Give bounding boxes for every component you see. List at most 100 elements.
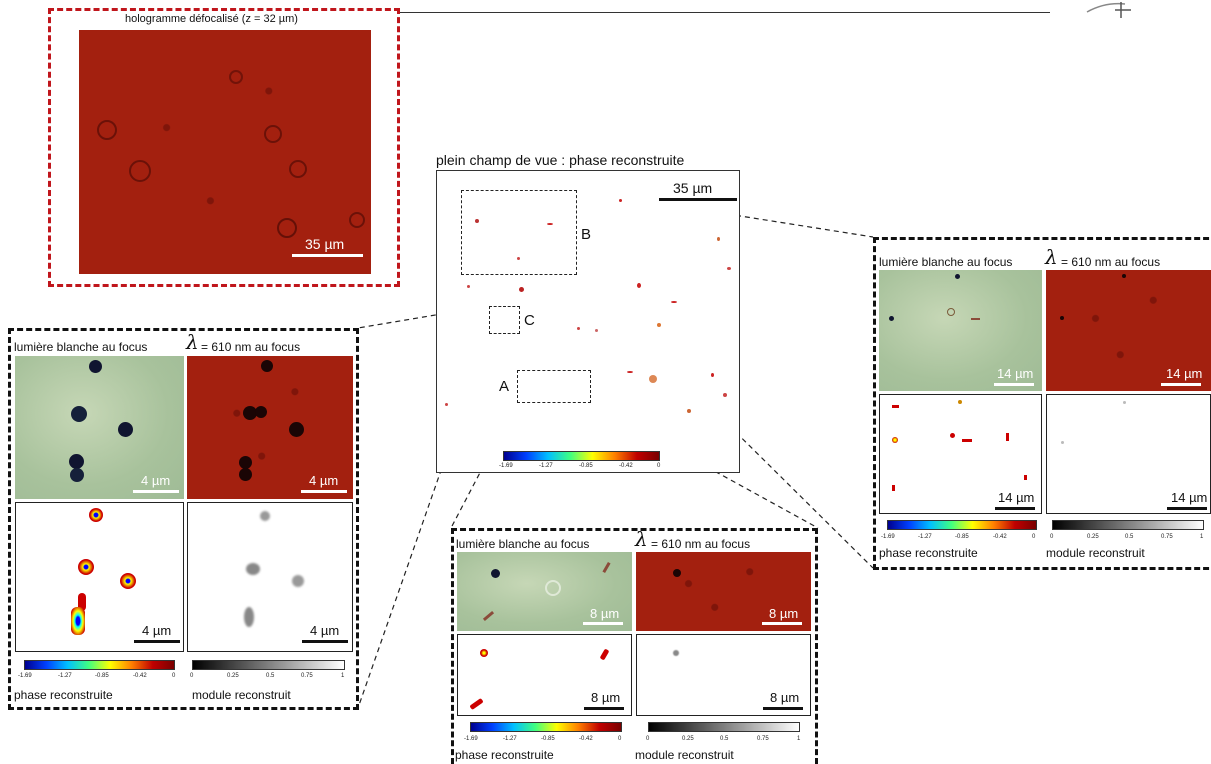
panel-c-scalebar-top-left-label: 4 µm — [141, 473, 171, 488]
panel-c-phase-tick: -1.69 — [18, 673, 32, 679]
hologram-ring — [229, 70, 243, 84]
panel-c-lambda-symbol: λ — [186, 330, 199, 354]
panel-a-brightfield-image: 8 µm — [457, 552, 632, 631]
panel-b-module-tick: 0.5 — [1125, 534, 1134, 540]
cell — [602, 561, 611, 574]
panel-a-scalebar-bottom-right — [763, 707, 803, 710]
panel-c-module-colorbar — [192, 660, 345, 670]
panel-c-phase-tick: -0.42 — [133, 673, 147, 679]
cell — [69, 454, 84, 469]
panel-a-phase-label: phase reconstruite — [455, 748, 554, 762]
cell — [595, 329, 598, 332]
panel-b-phase-tick: -1.69 — [881, 534, 895, 540]
cell — [260, 511, 270, 521]
cell — [519, 287, 524, 292]
cell — [469, 697, 484, 711]
cell — [244, 607, 254, 627]
panel-a-module-tick: 0.5 — [720, 736, 729, 742]
panel-a-610nm-image: 8 µm — [636, 552, 811, 631]
header-logo-fragment — [1086, 2, 1131, 18]
cell — [70, 468, 84, 482]
panel-c-scalebar-bottom-right — [302, 640, 348, 643]
cell — [289, 422, 304, 437]
panel-b-phase-tick: -0.42 — [993, 534, 1007, 540]
panel-a-phase-colorbar — [470, 722, 622, 732]
main-panel-frame: 35 µm B C A -1.69 -1.27 -0.85 -0.42 0 — [436, 170, 740, 473]
panel-a-scalebar-bottom-left — [584, 707, 624, 710]
panel-c-module-tick: 0.25 — [227, 673, 239, 679]
panel-b-phase-tick: -0.85 — [955, 534, 969, 540]
cell — [292, 575, 304, 587]
panel-a-module-image: 8 µm — [636, 634, 811, 716]
cell — [480, 649, 488, 657]
panel-b-scalebar-top-left — [994, 383, 1034, 386]
panel-b-scalebar-bottom-right — [1167, 507, 1207, 510]
panel-b-scalebar-top-left-label: 14 µm — [997, 366, 1034, 381]
cell — [243, 406, 257, 420]
main-colorbar-tick: -1.27 — [539, 463, 553, 469]
panel-b-module-tick: 0.25 — [1087, 534, 1099, 540]
main-scalebar-label: 35 µm — [673, 180, 713, 196]
panel-b-scalebar-top-right-label: 14 µm — [1166, 366, 1203, 381]
cell — [1123, 401, 1126, 404]
panel-a-scalebar-top-right-label: 8 µm — [769, 606, 799, 621]
main-colorbar-tick: 0 — [657, 463, 661, 469]
panel-b-lambda-symbol: λ — [1045, 245, 1058, 269]
panel-a-phase-tick: -0.42 — [579, 736, 593, 742]
cell — [950, 433, 955, 438]
cell — [637, 283, 641, 288]
cell — [239, 468, 252, 481]
cell — [78, 593, 86, 611]
page-header-rule — [400, 12, 1050, 13]
cell — [649, 375, 657, 383]
panel-c-phase-image: 4 µm — [15, 502, 184, 652]
panel-b-module-tick: 0.75 — [1161, 534, 1173, 540]
panel-a-module-tick: 0.25 — [682, 736, 694, 742]
panel-c-scalebar-bottom-left-label: 4 µm — [142, 623, 172, 638]
hologram-ring — [289, 160, 307, 178]
panel-c-phase-tick: 0 — [172, 673, 176, 679]
panel-c-module-tick: 0.5 — [266, 673, 275, 679]
cell — [239, 456, 252, 469]
panel-b-module-image: 14 µm — [1046, 394, 1211, 514]
panel-b-label-lambda: = 610 nm au focus — [1061, 255, 1161, 269]
main-panel-title: plein champ de vue : phase reconstruite — [436, 152, 685, 168]
main-scalebar — [659, 198, 737, 201]
cell — [246, 563, 260, 575]
panel-c-scalebar-bottom-right-label: 4 µm — [310, 623, 340, 638]
panel-a-module-tick: 0 — [646, 736, 650, 742]
cell — [723, 393, 727, 397]
panel-c-610nm-image: 4 µm — [187, 356, 353, 499]
panel-a-phase-tick: -1.27 — [503, 736, 517, 742]
panel-a-scalebar-bottom-right-label: 8 µm — [770, 690, 800, 705]
cell — [491, 569, 500, 578]
cell — [955, 274, 960, 279]
cell — [727, 267, 731, 270]
cell — [711, 373, 714, 377]
cell — [89, 508, 103, 522]
cell — [619, 199, 622, 202]
region-a-label: A — [499, 378, 510, 395]
panel-a-scalebar-bottom-left-label: 8 µm — [591, 690, 621, 705]
cell — [482, 610, 495, 622]
cell — [517, 257, 520, 260]
cell — [1061, 441, 1064, 444]
hologram-ring — [277, 218, 297, 238]
cell — [1122, 274, 1126, 278]
cell — [962, 439, 972, 442]
panel-a-label-white: lumière blanche au focus — [456, 537, 590, 551]
hologram-ring — [264, 125, 282, 143]
panel-c-label-lambda: = 610 nm au focus — [201, 340, 301, 354]
cell — [467, 285, 470, 288]
panel-b-phase-tick: 0 — [1032, 534, 1036, 540]
main-colorbar-tick: -1.69 — [499, 463, 513, 469]
panel-a-phase-tick: -0.85 — [541, 736, 555, 742]
cell — [599, 648, 610, 661]
panel-c-scalebar-top-right-label: 4 µm — [309, 473, 339, 488]
cell — [892, 485, 895, 491]
cell — [687, 409, 691, 413]
panel-b-brightfield-image: 14 µm — [879, 270, 1042, 391]
panel-b-phase-colorbar — [887, 520, 1037, 530]
hologram-scalebar — [292, 254, 363, 257]
panel-a-phase-tick: 0 — [618, 736, 622, 742]
